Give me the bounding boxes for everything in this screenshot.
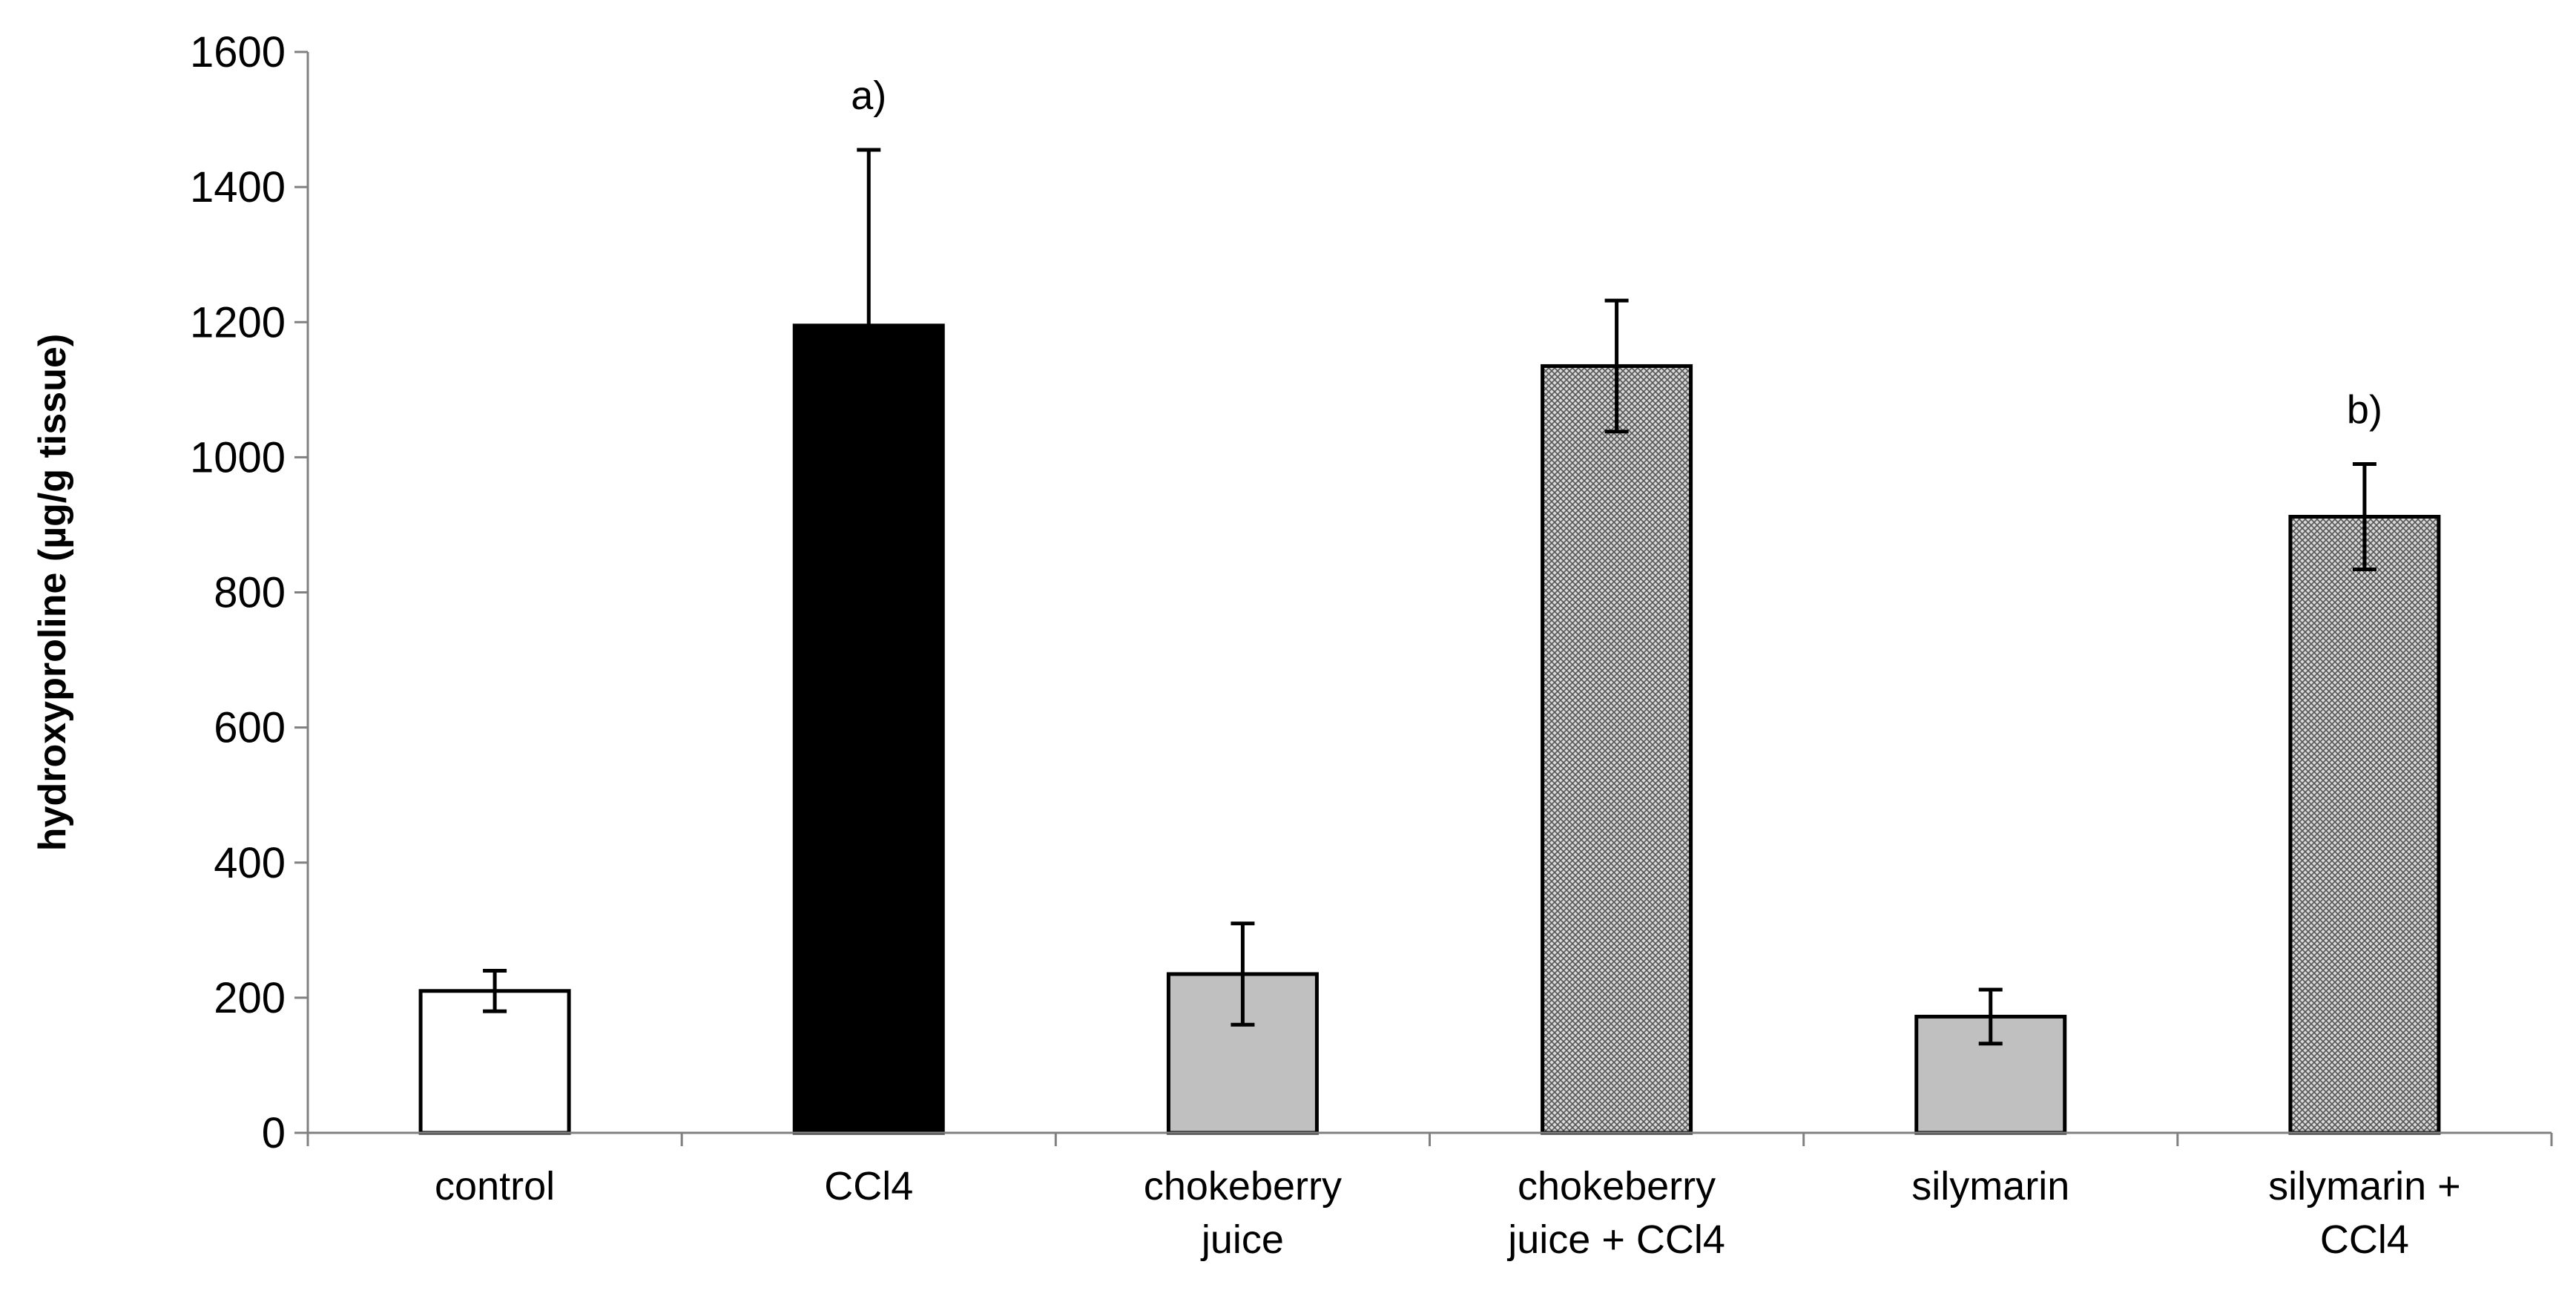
error-bar [1604,298,1629,434]
error-bar [1978,987,2003,1046]
y-tick-label: 1000 [190,433,286,481]
x-tick-label: chokeberry juice + CCl4 [1506,1164,1725,1262]
x-tick-label: CCl4 [824,1164,913,1208]
annotation-label: a) [851,73,886,118]
x-tick-label: silymarin + CCl4 [2268,1164,2461,1262]
x-tick-label: control [435,1164,555,1208]
error-bar [483,968,507,1013]
y-tick-label: 400 [214,839,286,887]
y-tick-label: 0 [262,1109,286,1157]
y-tick-label: 200 [214,974,286,1022]
y-tick-label: 1200 [190,298,286,346]
y-tick-label: 800 [214,569,286,617]
y-tick-label: 1600 [190,28,286,76]
error-bar [1231,921,1255,1027]
y-tick-label: 600 [214,704,286,752]
error-bar [857,148,881,504]
y-tick-label: 1400 [190,163,286,211]
bar [1541,364,1693,1135]
annotation-label: b) [2347,387,2382,432]
y-axis-label: hydroxyproline (µg/g tissue) [31,334,74,851]
bar [2288,515,2441,1135]
error-bar [2352,461,2376,572]
x-tick-label: silymarin [1911,1164,2069,1208]
x-tick-label: chokeberry juice [1144,1164,1342,1262]
